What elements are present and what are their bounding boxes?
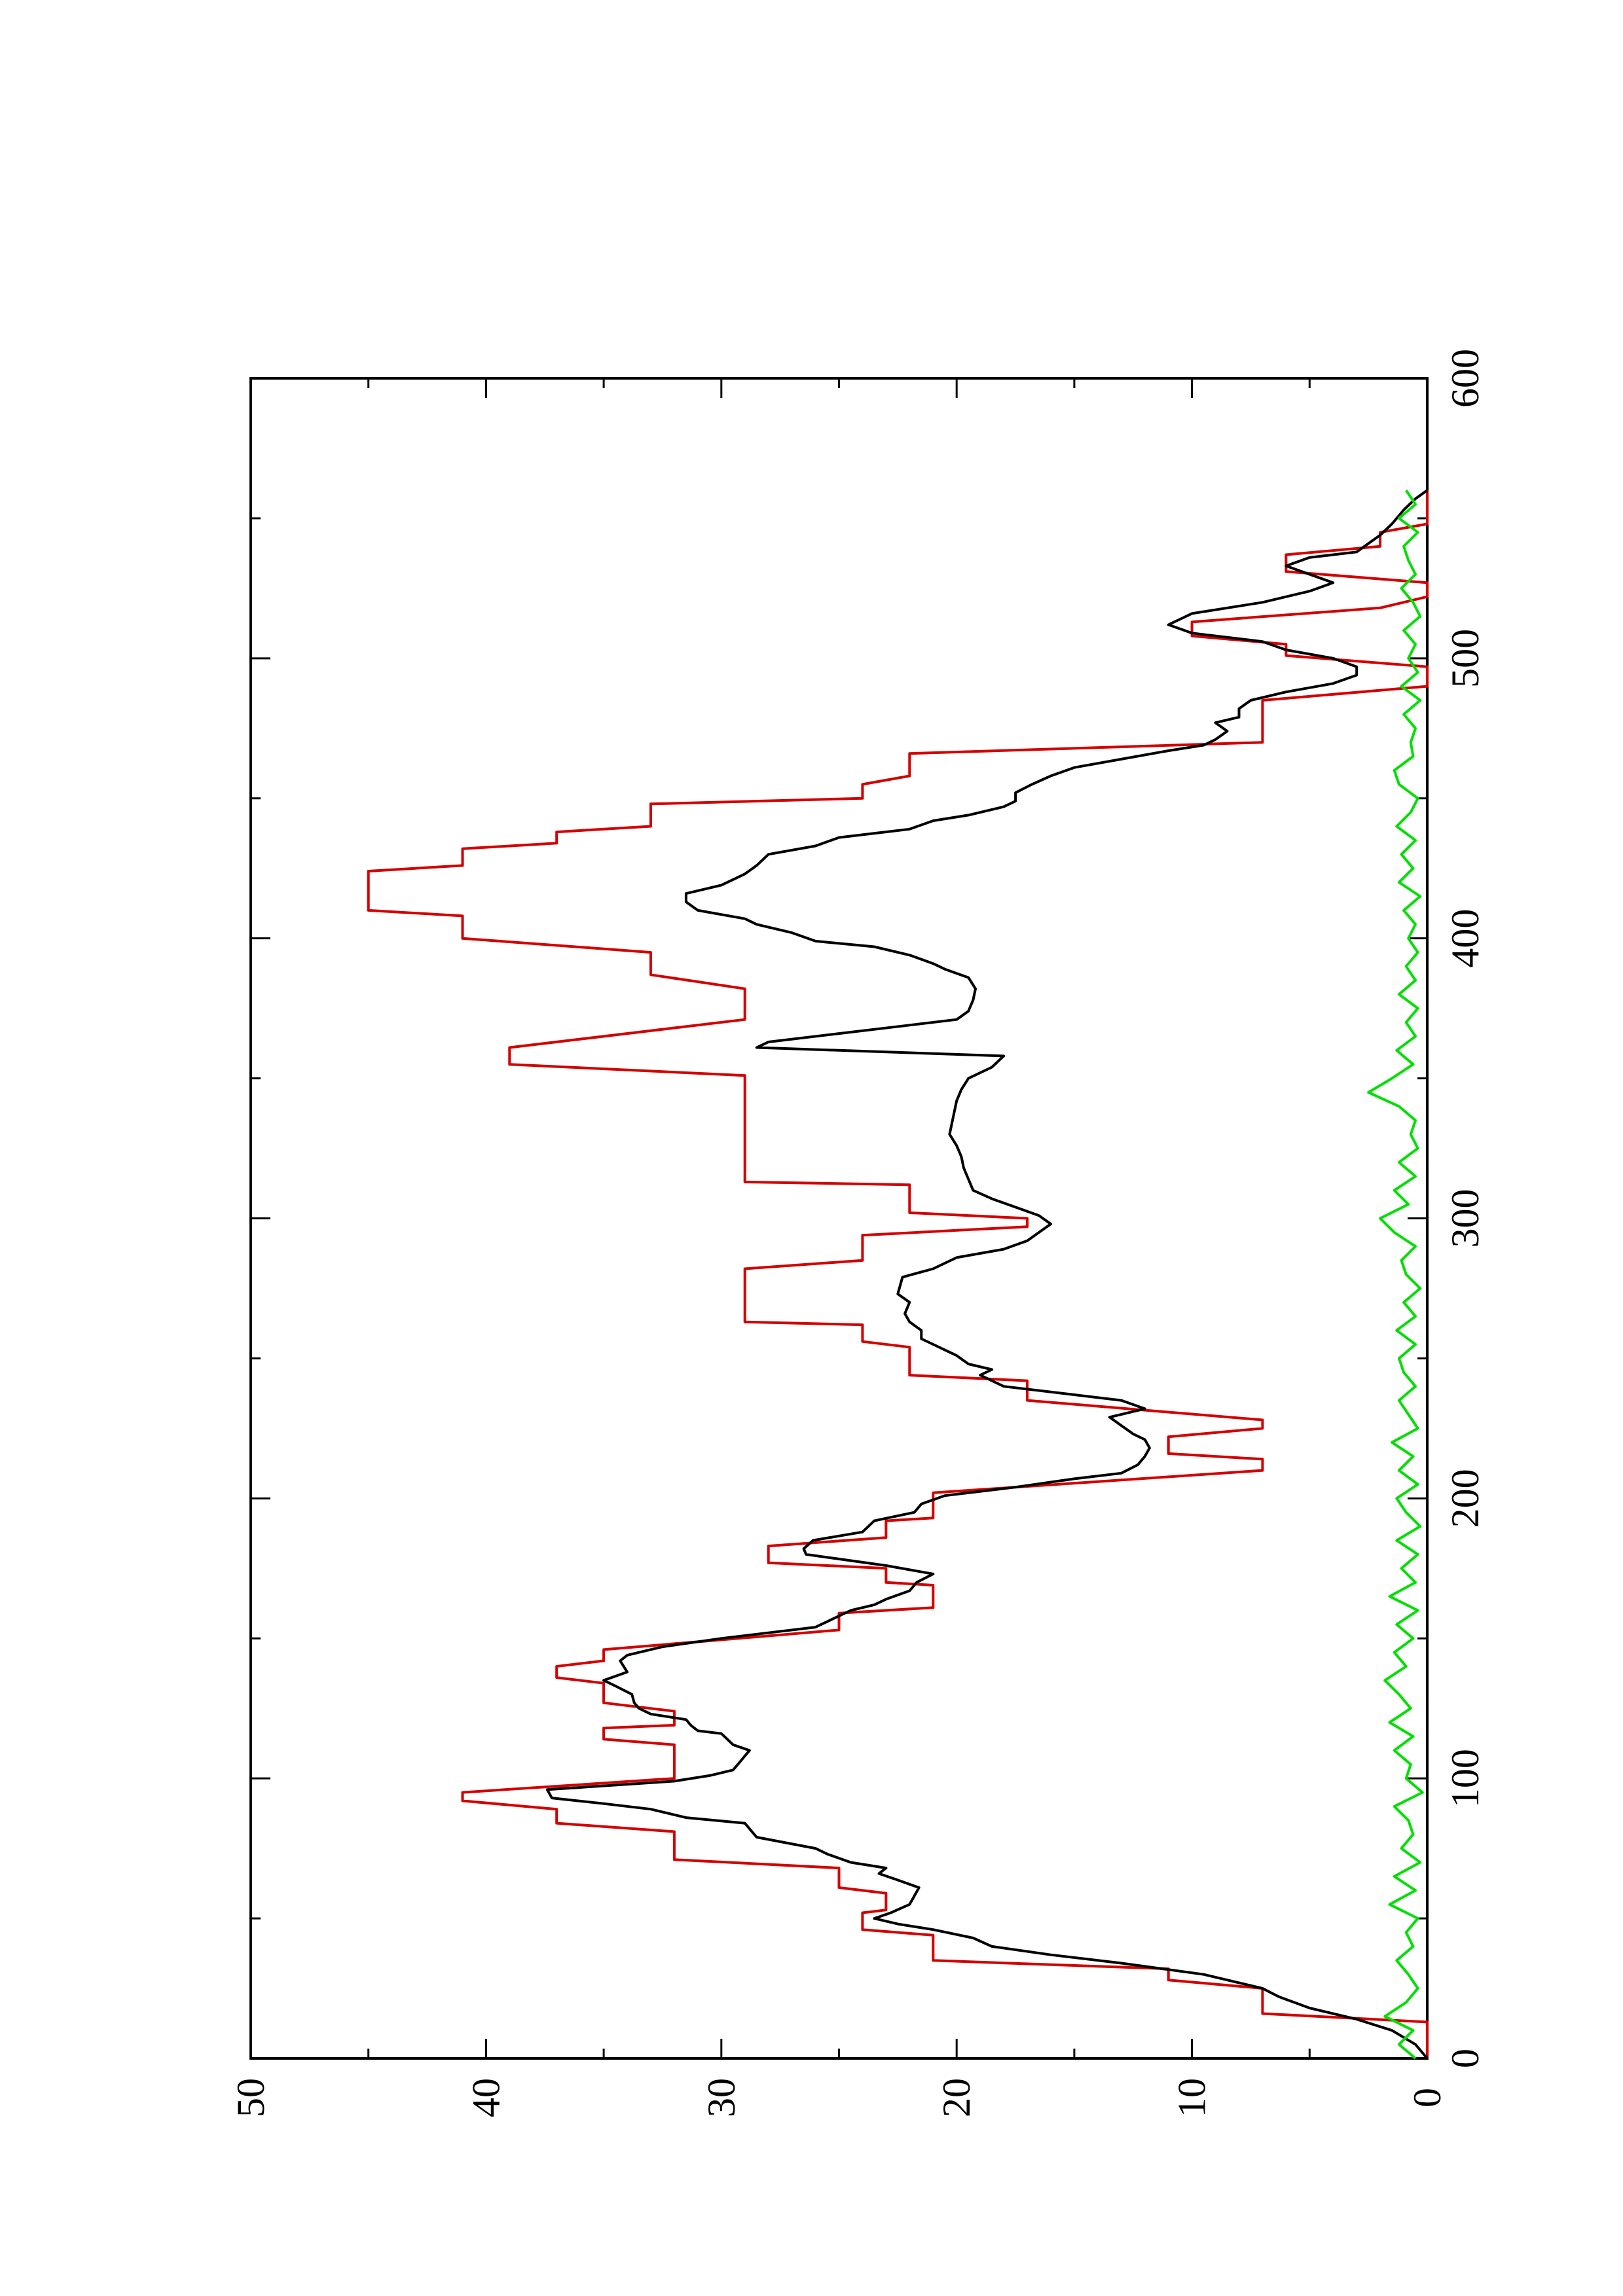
y-tick-label: 40 xyxy=(464,2078,507,2117)
x-tick-label: 0 xyxy=(1444,2049,1487,2068)
plot-frame xyxy=(249,377,1429,2060)
series-red-step-line xyxy=(367,490,1429,2058)
x-tick-label: 300 xyxy=(1444,1189,1487,1248)
x-tick-label: 100 xyxy=(1444,1749,1487,1808)
x-tick-label: 500 xyxy=(1444,629,1487,688)
y-tick-label: 0 xyxy=(1406,2088,1449,2108)
y-tick-label: 50 xyxy=(229,2078,272,2117)
x-tick-label: 200 xyxy=(1444,1469,1487,1528)
y-tick-label: 30 xyxy=(700,2078,743,2117)
x-tick-label: 600 xyxy=(1444,349,1487,408)
axis-ticks xyxy=(249,377,1429,2060)
y-tick-label: 20 xyxy=(935,2078,978,2117)
x-tick-label: 400 xyxy=(1444,909,1487,968)
series-green-noise-line xyxy=(1367,489,1424,2060)
y-tick-label: 10 xyxy=(1171,2078,1214,2117)
series-black-line xyxy=(545,489,1429,2060)
series-group xyxy=(367,489,1429,2060)
tick-labels: 0 100 200 300 400 500 600 0 10 20 30 40 50 xyxy=(229,349,1487,2117)
